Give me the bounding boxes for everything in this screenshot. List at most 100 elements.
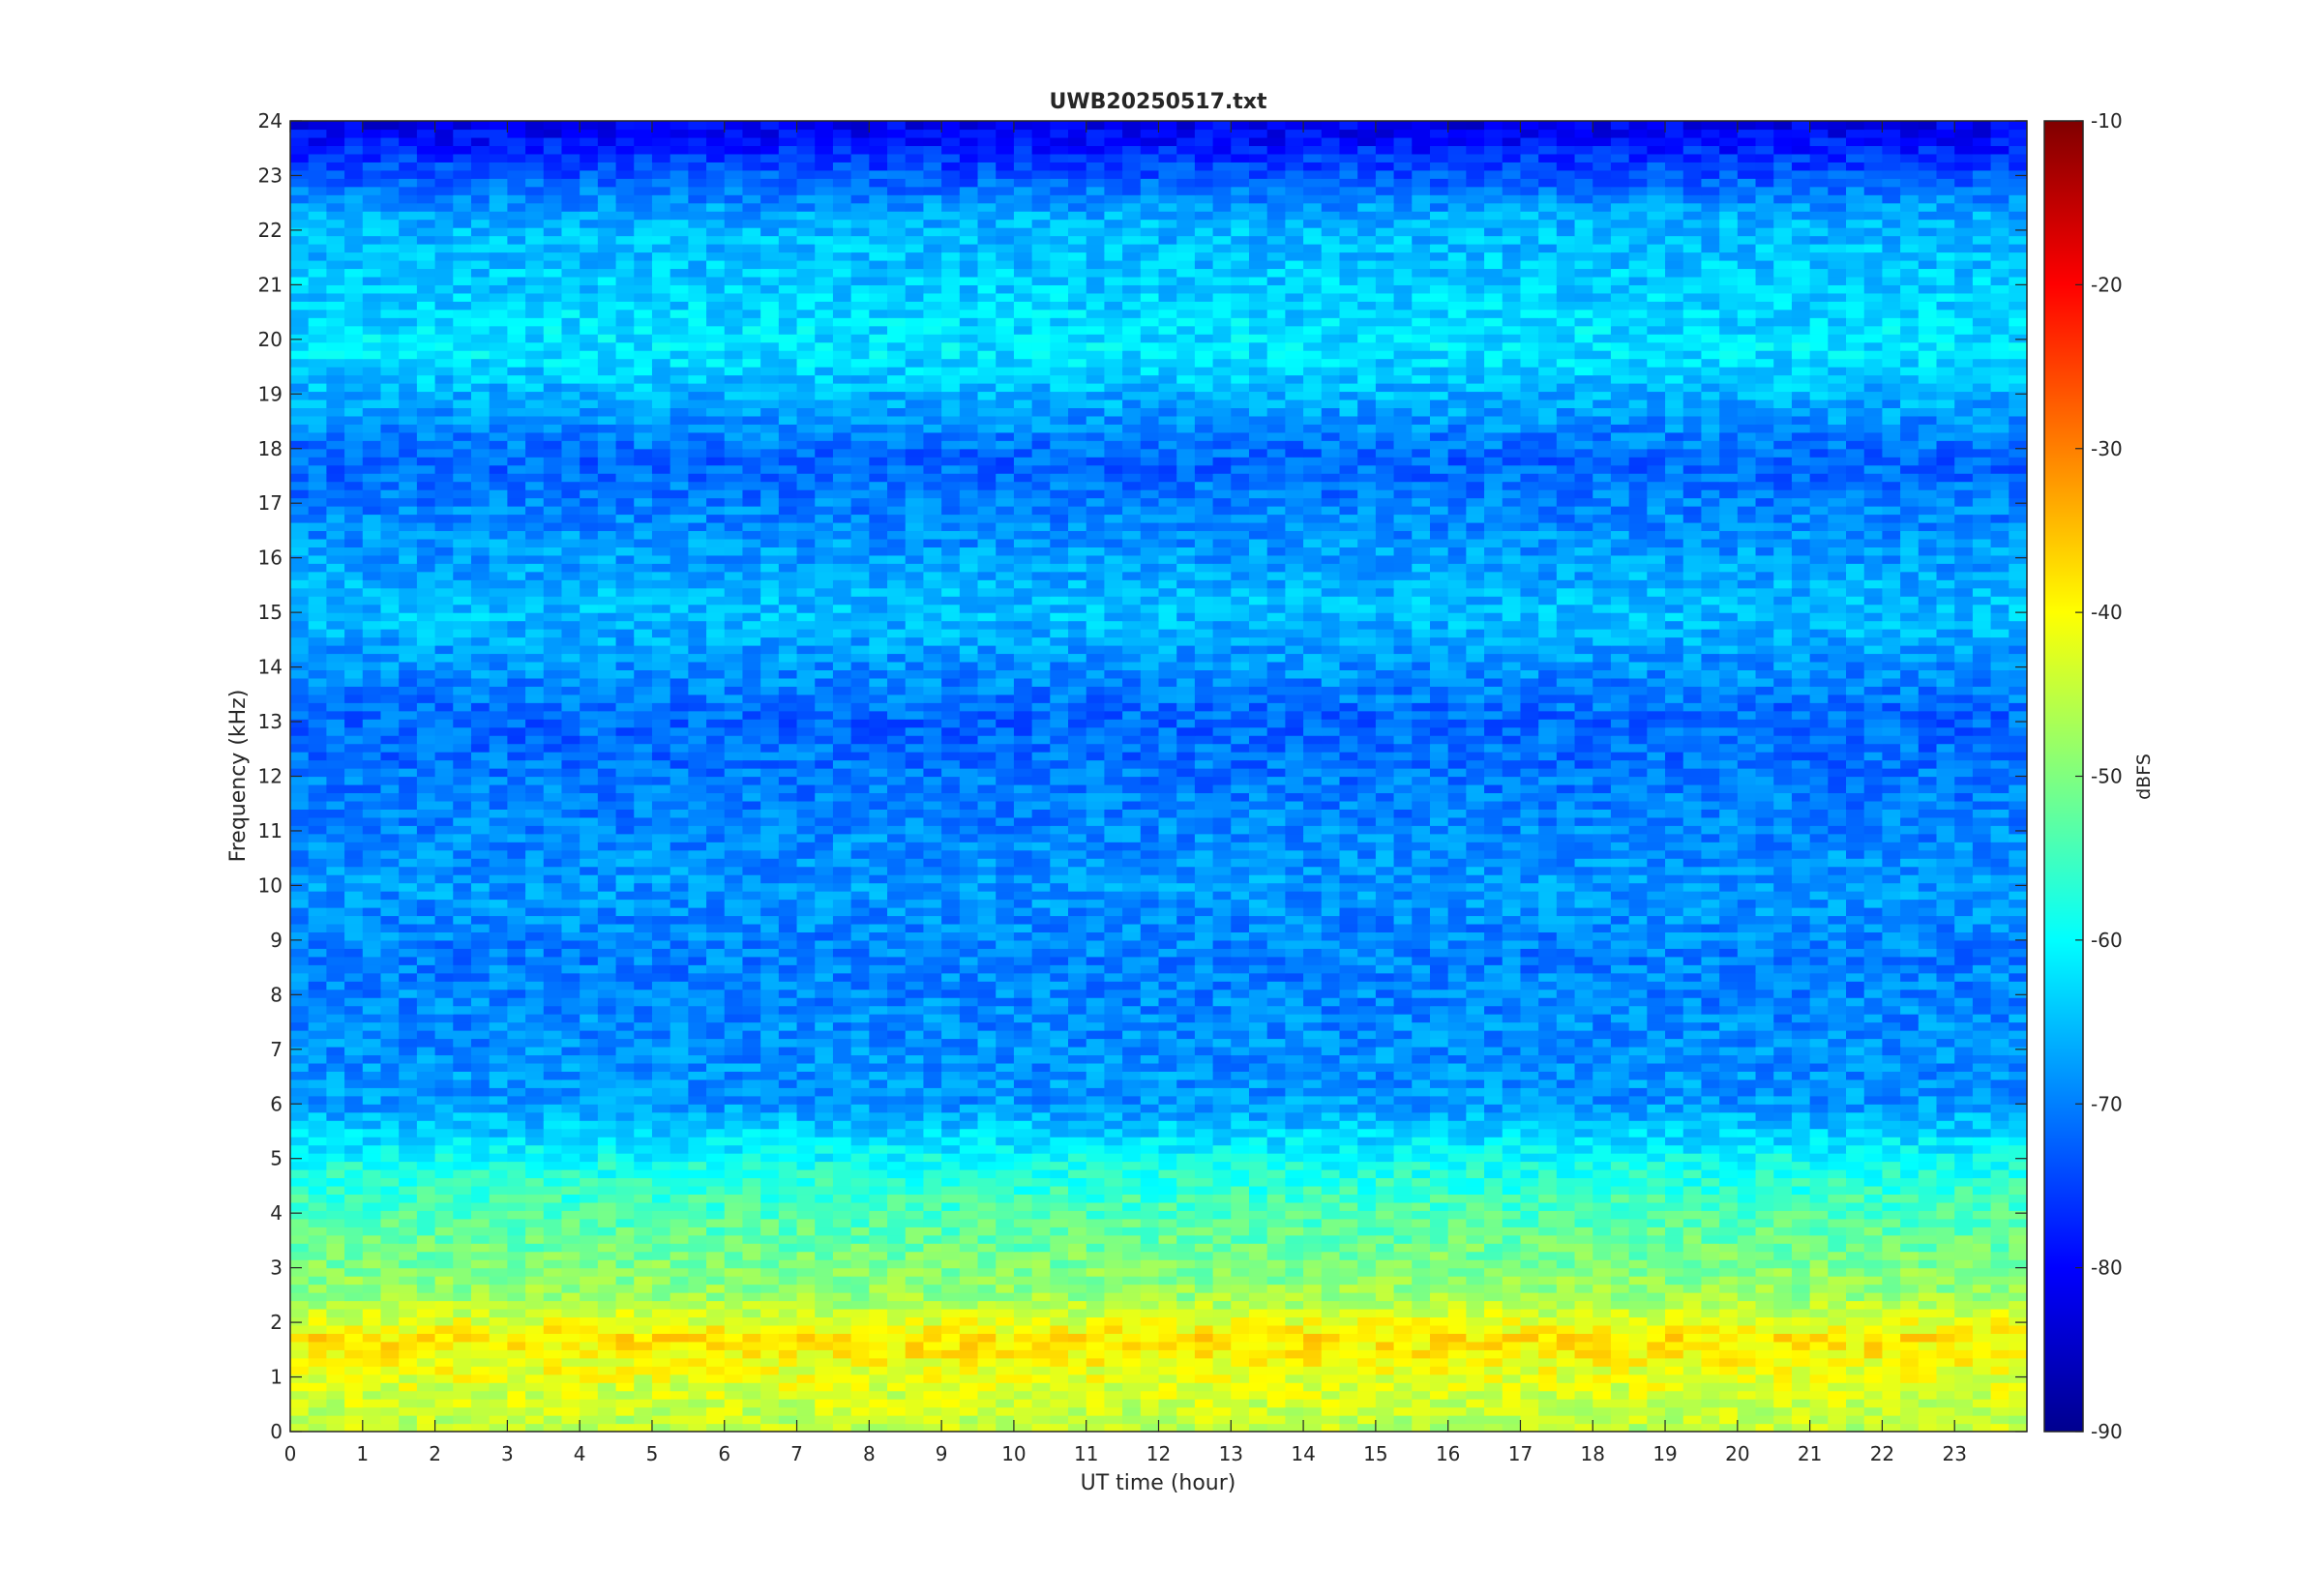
spectrogram-cell xyxy=(1013,1276,1033,1286)
spectrogram-cell xyxy=(706,1234,726,1244)
spectrogram-cell xyxy=(850,1014,870,1023)
spectrogram-cell xyxy=(651,1316,671,1326)
spectrogram-cell xyxy=(1194,1210,1214,1220)
spectrogram-cell xyxy=(1447,1021,1467,1031)
spectrogram-cell xyxy=(1972,1382,1992,1392)
spectrogram-cell xyxy=(489,1120,508,1130)
spectrogram-cell xyxy=(832,1120,852,1130)
spectrogram-cell xyxy=(1158,1341,1177,1350)
spectrogram-cell xyxy=(1538,1128,1558,1138)
spectrogram-cell xyxy=(290,1267,310,1277)
spectrogram-cell xyxy=(1882,1406,1901,1416)
spectrogram-cell xyxy=(1176,1292,1196,1302)
spectrogram-cell xyxy=(1393,1161,1413,1170)
spectrogram-cell xyxy=(1212,1349,1232,1359)
spectrogram-cell xyxy=(1412,1144,1431,1154)
spectrogram-cell xyxy=(597,1104,617,1113)
spectrogram-cell xyxy=(1520,1349,1539,1359)
spectrogram-cell xyxy=(1828,1177,1847,1187)
spectrogram-cell xyxy=(1068,1251,1087,1260)
spectrogram-cell xyxy=(561,1333,580,1343)
spectrogram-cell xyxy=(1520,1087,1539,1097)
spectrogram-cell xyxy=(1122,1071,1142,1080)
spectrogram-cell xyxy=(1918,1374,1938,1383)
spectrogram-cell xyxy=(1972,1218,1992,1227)
spectrogram-cell xyxy=(580,1316,599,1326)
spectrogram-cell xyxy=(1610,1120,1630,1130)
spectrogram-cell xyxy=(1339,1087,1358,1097)
spectrogram-cell xyxy=(941,1071,961,1080)
spectrogram-cell xyxy=(1357,1030,1377,1040)
spectrogram-cell xyxy=(1502,1390,1522,1400)
spectrogram-cell xyxy=(308,1210,327,1220)
spectrogram-cell xyxy=(1447,1194,1467,1203)
spectrogram-cell xyxy=(923,1030,942,1040)
spectrogram-cell xyxy=(525,1374,545,1383)
spectrogram-cell xyxy=(507,1038,526,1048)
spectrogram-cell xyxy=(416,1062,436,1072)
spectrogram-cell xyxy=(1846,1021,1865,1031)
spectrogram-cell xyxy=(525,1120,545,1130)
spectrogram-cell xyxy=(1701,1087,1720,1097)
spectrogram-cell xyxy=(1755,1366,1774,1375)
spectrogram-cell xyxy=(561,1038,580,1048)
spectrogram-cell xyxy=(923,1177,942,1187)
spectrogram-cell xyxy=(308,1324,327,1334)
spectrogram-cell xyxy=(290,1144,310,1154)
spectrogram-cell xyxy=(399,1014,418,1023)
spectrogram-cell xyxy=(905,1054,925,1064)
spectrogram-cell xyxy=(489,1046,508,1056)
spectrogram-cell xyxy=(597,1234,617,1244)
spectrogram-cell xyxy=(959,1185,979,1196)
spectrogram-cell xyxy=(1972,1374,1992,1383)
spectrogram-cell xyxy=(1484,1374,1503,1383)
spectrogram-cell xyxy=(923,1137,942,1146)
spectrogram-cell xyxy=(760,1137,780,1146)
spectrogram-cell xyxy=(1682,1210,1703,1220)
spectrogram-cell xyxy=(688,1194,707,1203)
spectrogram-cell xyxy=(651,1087,671,1097)
spectrogram-cell xyxy=(615,1218,635,1227)
spectrogram-cell xyxy=(1954,1046,1974,1056)
spectrogram-cell xyxy=(1665,1333,1684,1343)
spectrogram-cell xyxy=(1936,1038,1955,1048)
spectrogram-cell xyxy=(688,1267,707,1277)
spectrogram-cell xyxy=(1628,1128,1648,1138)
spectrogram-cell xyxy=(724,1259,744,1269)
spectrogram-cell xyxy=(1701,1374,1720,1383)
spectrogram-cell xyxy=(1050,1046,1069,1056)
spectrogram-cell xyxy=(1538,1062,1558,1072)
spectrogram-cell xyxy=(941,1382,961,1392)
spectrogram-cell xyxy=(1447,1251,1467,1260)
spectrogram-cell xyxy=(977,1251,997,1260)
spectrogram-cell xyxy=(815,1194,834,1203)
spectrogram-cell xyxy=(1647,1243,1666,1253)
spectrogram-cell xyxy=(362,1153,382,1163)
spectrogram-cell xyxy=(1972,1185,1992,1196)
spectrogram-cell xyxy=(1212,1300,1232,1310)
spectrogram-cell xyxy=(1882,1120,1901,1130)
spectrogram-cell xyxy=(1266,1128,1286,1138)
spectrogram-cell xyxy=(941,1030,961,1040)
spectrogram-cell xyxy=(1882,1284,1901,1293)
spectrogram-cell xyxy=(1122,1128,1142,1138)
spectrogram-cell xyxy=(1412,1185,1431,1196)
spectrogram-cell xyxy=(706,1005,726,1015)
spectrogram-cell xyxy=(1737,1333,1757,1343)
spectrogram-cell xyxy=(724,1415,744,1425)
spectrogram-cell xyxy=(416,1333,436,1343)
spectrogram-cell xyxy=(1248,1079,1268,1088)
spectrogram-cell xyxy=(1628,1137,1648,1146)
spectrogram-cell xyxy=(1412,1038,1431,1048)
spectrogram-cell xyxy=(1990,1095,2009,1105)
spectrogram-cell xyxy=(525,1399,545,1408)
spectrogram-cell xyxy=(1357,1374,1377,1383)
spectrogram-cell xyxy=(290,1095,310,1105)
spectrogram-cell xyxy=(1719,1349,1739,1359)
spectrogram-cell xyxy=(1900,1079,1920,1088)
spectrogram-cell xyxy=(380,1300,400,1310)
spectrogram-cell xyxy=(923,1062,942,1072)
spectrogram-cell xyxy=(923,1259,942,1269)
spectrogram-cell xyxy=(290,1201,310,1211)
spectrogram-cell xyxy=(1755,1308,1774,1318)
